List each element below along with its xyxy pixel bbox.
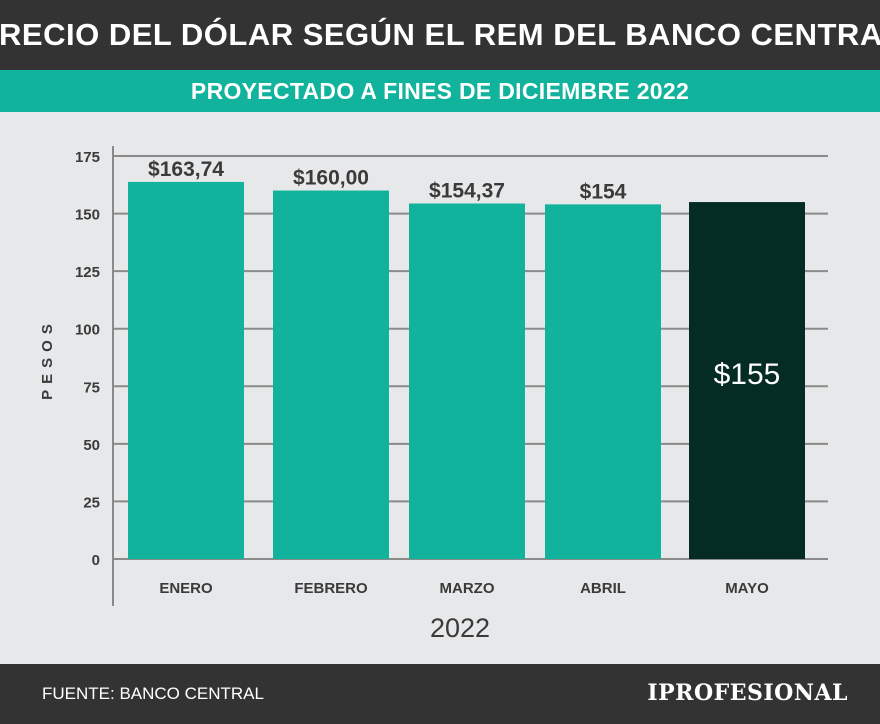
y-tick-label: 175 — [75, 149, 100, 166]
y-tick-label: 50 — [83, 437, 100, 454]
x-tick-label: FEBRERO — [294, 580, 368, 597]
bar — [689, 202, 805, 560]
x-axis-label: 2022 — [430, 613, 490, 643]
y-tick-label: 100 — [75, 322, 100, 339]
data-label: $163,74 — [148, 158, 224, 181]
footer: FUENTE: BANCO CENTRAL IPROFESIONAL — [0, 664, 880, 724]
title-bar: PRECIO DEL DÓLAR SEGÚN EL REM DEL BANCO … — [0, 0, 880, 70]
bar-chart: 0 25 50 75 100 125 150 175 $163,74 ENERO $160,00 FE… — [39, 146, 828, 643]
y-tick-label: 150 — [75, 207, 100, 224]
bar — [545, 204, 661, 560]
page-title: PRECIO DEL DÓLAR SEGÚN EL REM DEL BANCO … — [0, 17, 880, 52]
x-tick-label: ABRIL — [580, 580, 626, 597]
source-text: FUENTE: BANCO CENTRAL — [42, 684, 264, 703]
data-label: $154 — [580, 180, 627, 203]
subtitle-bar: PROYECTADO A FINES DE DICIEMBRE 2022 — [0, 70, 880, 112]
y-tick-label: 25 — [83, 494, 100, 511]
x-tick-label: MAYO — [725, 580, 769, 597]
page-subtitle: PROYECTADO A FINES DE DICIEMBRE 2022 — [190, 77, 690, 104]
y-tick-label: 125 — [75, 264, 100, 281]
y-tick-label: 0 — [92, 552, 100, 569]
bar — [273, 190, 389, 559]
bar — [128, 181, 244, 559]
data-label: $160,00 — [293, 167, 369, 190]
x-tick-label: MARZO — [440, 580, 495, 597]
bar — [409, 203, 525, 559]
brand-logo: IPROFESIONAL — [647, 680, 848, 706]
y-tick-label: 75 — [83, 379, 100, 396]
y-axis-label: PESOS — [39, 318, 56, 400]
data-label: $154,37 — [429, 180, 505, 203]
x-tick-label: ENERO — [159, 580, 213, 597]
data-label: $155 — [714, 358, 781, 391]
